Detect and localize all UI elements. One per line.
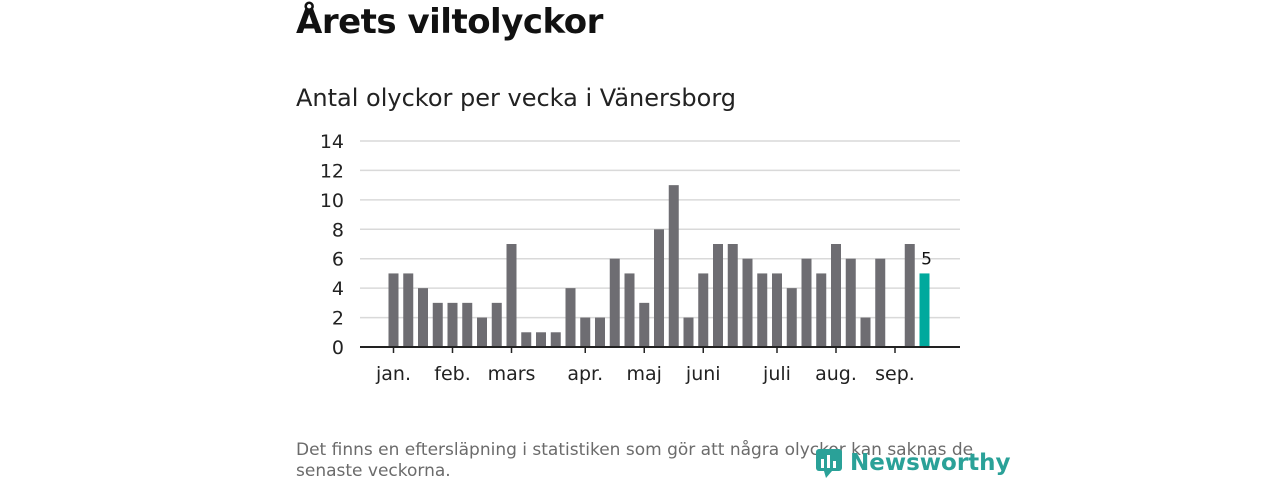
- bar: [595, 317, 605, 347]
- x-tick-label: aug.: [815, 363, 857, 385]
- brand-name: Newsworthy: [850, 450, 1011, 476]
- bar: [609, 258, 620, 347]
- bar: [801, 258, 812, 347]
- chart-subtitle: Antal olyckor per vecka i Vänersborg: [296, 84, 736, 112]
- bar: [477, 317, 487, 347]
- bar: [772, 273, 782, 347]
- y-tick-label: 0: [332, 337, 344, 359]
- bar: [565, 288, 576, 347]
- x-tick-label: juli: [762, 363, 791, 385]
- y-tick-label: 8: [332, 219, 344, 241]
- bar: [816, 273, 827, 347]
- bar: [683, 317, 694, 347]
- y-tick-label: 12: [320, 160, 344, 182]
- brand-logo: Newsworthy: [814, 446, 1011, 480]
- bar: [698, 273, 709, 347]
- y-tick-label: 2: [332, 308, 344, 330]
- y-tick-label: 6: [332, 249, 344, 271]
- bar: [418, 288, 428, 347]
- y-tick-label: 14: [320, 131, 344, 153]
- bar: [580, 317, 591, 347]
- bar: [624, 273, 635, 347]
- bar: [904, 244, 915, 347]
- bar: [447, 302, 458, 347]
- page-title: Årets viltolyckor: [296, 2, 603, 42]
- x-tick-label: juni: [685, 363, 721, 385]
- x-tick-label: mars: [488, 363, 536, 385]
- bar: [654, 229, 664, 347]
- bar: [491, 302, 502, 347]
- bar: [506, 244, 517, 347]
- bar: [786, 288, 797, 347]
- bar: [521, 332, 532, 347]
- bar: [432, 302, 443, 347]
- bar: [713, 244, 723, 347]
- bar: [388, 273, 399, 347]
- y-tick-label: 4: [332, 278, 344, 300]
- bar: [639, 302, 650, 347]
- bar: [845, 258, 856, 347]
- bar: [462, 302, 473, 347]
- bar-highlight: [919, 273, 930, 347]
- bar: [536, 332, 546, 347]
- bar: [727, 244, 738, 347]
- bar: [403, 273, 414, 347]
- bar: [742, 258, 753, 347]
- x-tick-label: maj: [627, 363, 662, 385]
- x-tick-label: jan.: [375, 363, 411, 385]
- bar: [875, 258, 886, 347]
- bar: [831, 244, 841, 347]
- x-tick-label: feb.: [434, 363, 470, 385]
- bar: [668, 185, 679, 347]
- bar: [550, 332, 561, 347]
- x-tick-label: apr.: [567, 363, 603, 385]
- data-label: 5: [921, 249, 932, 269]
- bar: [860, 317, 871, 347]
- footnote: Det finns en eftersläpning i statistiken…: [296, 440, 974, 481]
- x-tick-label: sep.: [875, 363, 915, 385]
- y-tick-label: 10: [320, 190, 344, 212]
- newsworthy-icon: [816, 449, 842, 478]
- bar-chart: 0 2 4 6 8 10 12 14 5 jan. feb. mars apr. maj juni juli a…: [320, 131, 960, 385]
- bar: [757, 273, 768, 347]
